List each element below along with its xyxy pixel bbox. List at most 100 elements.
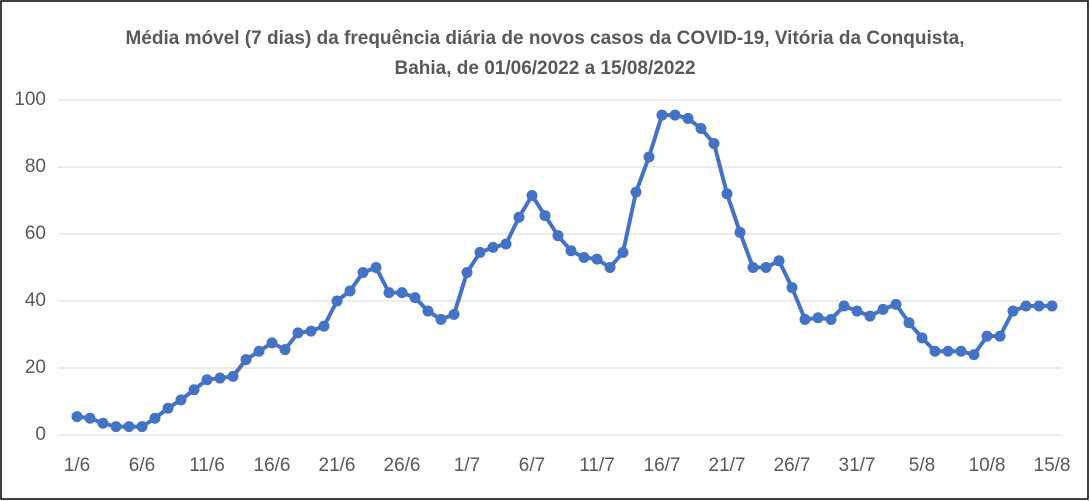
point: [877, 303, 889, 315]
point: [773, 255, 785, 267]
x-tick-label: 26/7: [774, 455, 811, 476]
point: [994, 330, 1006, 342]
point: [734, 226, 746, 238]
y-tick-label: 60: [25, 223, 46, 244]
x-tick-label: 1/7: [454, 455, 480, 476]
point: [955, 345, 967, 357]
point: [487, 241, 499, 253]
point: [682, 112, 694, 124]
x-tick-label: 6/6: [129, 455, 155, 476]
point: [903, 317, 915, 329]
point: [1007, 305, 1019, 317]
point: [110, 421, 122, 433]
point: [279, 344, 291, 356]
point: [162, 402, 174, 414]
point: [318, 320, 330, 332]
point: [175, 394, 187, 406]
point: [71, 411, 83, 423]
point: [526, 189, 538, 201]
point: [383, 287, 395, 299]
point: [838, 300, 850, 312]
point: [240, 354, 252, 366]
x-tick-label: 10/8: [969, 455, 1006, 476]
x-tick-label: 31/7: [839, 455, 876, 476]
point: [604, 262, 616, 273]
point: [448, 308, 460, 320]
point: [812, 312, 824, 324]
point: [214, 372, 226, 384]
point: [370, 262, 382, 273]
point: [422, 305, 434, 317]
point: [435, 313, 447, 325]
point: [825, 313, 837, 325]
point: [305, 325, 317, 337]
y-tick-label: 40: [25, 290, 46, 311]
point: [721, 188, 733, 200]
point: [968, 349, 980, 361]
point: [942, 345, 954, 357]
point: [474, 246, 486, 258]
point: [760, 262, 772, 273]
point: [1046, 300, 1058, 312]
point: [344, 285, 356, 297]
point: [1033, 300, 1045, 312]
point: [695, 122, 707, 134]
y-tick-label: 0: [35, 424, 46, 445]
point: [916, 332, 928, 344]
x-tick-label: 6/7: [519, 455, 545, 476]
point: [981, 330, 993, 342]
x-tick-label: 16/7: [644, 455, 681, 476]
point: [1020, 300, 1032, 312]
point: [786, 282, 798, 294]
point: [669, 109, 681, 121]
point: [591, 253, 603, 265]
chart-title: Média móvel (7 dias) da frequência diári…: [125, 28, 965, 79]
x-tick-label: 21/6: [319, 455, 356, 476]
x-tick-label: 16/6: [254, 455, 291, 476]
x-tick-label: 15/8: [1034, 455, 1071, 476]
x-tick-label: 11/7: [579, 455, 615, 476]
point: [578, 251, 590, 263]
point: [201, 374, 213, 386]
point: [617, 246, 629, 258]
point: [136, 421, 148, 433]
x-tick-label: 11/6: [189, 455, 225, 476]
point: [331, 295, 343, 307]
point: [97, 417, 109, 429]
point: [799, 313, 811, 325]
point: [188, 384, 200, 396]
point: [708, 138, 720, 150]
point: [84, 412, 96, 424]
point: [630, 186, 642, 198]
y-tick-label: 100: [14, 89, 46, 110]
point: [227, 370, 239, 382]
y-tick-label: 80: [25, 156, 46, 177]
point: [864, 310, 876, 322]
point: [552, 230, 564, 242]
point: [513, 211, 525, 223]
point: [890, 298, 902, 310]
point: [396, 287, 408, 299]
point: [500, 238, 512, 250]
x-tick-label: 21/7: [709, 455, 746, 476]
point: [461, 267, 473, 279]
point: [643, 151, 655, 163]
point: [292, 327, 304, 339]
x-tick-label: 26/6: [384, 455, 421, 476]
y-tick-label: 20: [25, 357, 46, 378]
point: [851, 305, 863, 317]
point: [565, 245, 577, 257]
series-line: [76, 113, 1052, 429]
point: [123, 421, 135, 433]
point: [149, 412, 161, 424]
x-tick-label: 1/6: [64, 455, 90, 476]
point: [409, 292, 421, 304]
point: [539, 210, 551, 222]
point: [266, 337, 278, 349]
x-tick-label: 5/8: [909, 455, 935, 476]
point: [253, 345, 265, 357]
point: [656, 109, 668, 121]
